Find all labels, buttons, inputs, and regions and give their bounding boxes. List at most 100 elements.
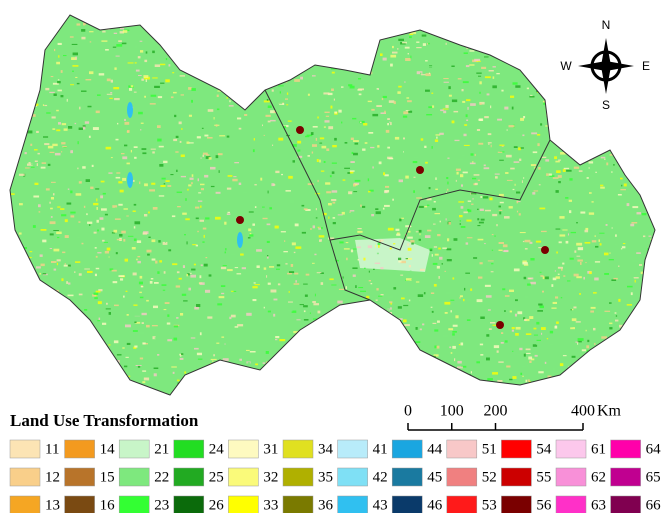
map-texture <box>493 385 498 387</box>
map-texture <box>459 223 461 225</box>
map-texture <box>203 263 208 267</box>
map-texture <box>568 37 574 40</box>
map-texture <box>371 334 375 337</box>
map-texture <box>443 110 447 114</box>
map-texture <box>524 328 530 330</box>
map-texture <box>524 239 531 243</box>
map-texture <box>484 65 488 68</box>
map-texture <box>397 306 402 309</box>
map-texture <box>119 31 124 34</box>
map-texture <box>531 132 538 135</box>
map-texture <box>454 376 458 379</box>
map-texture <box>257 382 262 385</box>
map-texture <box>435 29 439 32</box>
map-texture <box>517 35 523 38</box>
map-texture <box>312 262 315 264</box>
map-texture <box>144 72 150 75</box>
map-texture <box>95 110 100 114</box>
map-texture <box>273 111 277 113</box>
map-texture <box>615 29 621 31</box>
map-texture <box>354 316 360 319</box>
map-texture <box>324 345 327 347</box>
map-texture <box>248 211 254 213</box>
map-texture <box>405 258 408 260</box>
map-texture <box>514 313 517 317</box>
map-texture <box>478 118 483 121</box>
map-texture <box>331 284 337 286</box>
map-texture <box>514 18 521 20</box>
map-texture <box>597 108 601 111</box>
map-texture <box>163 183 166 185</box>
map-texture <box>645 173 649 175</box>
map-texture <box>205 156 211 159</box>
map-texture <box>132 330 138 332</box>
map-texture <box>498 396 503 397</box>
map-texture <box>555 190 559 193</box>
map-texture <box>191 88 196 91</box>
map-texture <box>36 25 40 27</box>
scale-label: 200 <box>484 403 508 420</box>
map-texture <box>478 142 484 145</box>
map-texture <box>160 34 163 38</box>
map-texture <box>199 219 204 222</box>
map-texture <box>431 105 435 108</box>
map-texture <box>42 362 45 364</box>
map-texture <box>27 257 32 258</box>
map-texture <box>4 171 6 173</box>
map-texture <box>498 209 503 211</box>
urban-spot <box>296 126 304 134</box>
map-texture <box>85 179 90 182</box>
map-texture <box>429 368 434 371</box>
map-texture <box>140 50 144 53</box>
map-texture <box>118 382 122 384</box>
map-texture <box>565 197 569 199</box>
map-texture <box>599 136 602 139</box>
map-texture <box>530 281 536 285</box>
map-texture <box>87 105 92 108</box>
map-texture <box>461 155 466 157</box>
map-texture <box>582 155 587 159</box>
map-texture <box>406 97 410 99</box>
map-texture <box>251 97 255 99</box>
map-texture <box>3 113 4 114</box>
map-texture <box>392 15 394 17</box>
map-texture <box>552 367 556 371</box>
map-texture <box>556 202 559 206</box>
map-texture <box>124 144 128 147</box>
map-texture <box>428 187 431 190</box>
map-texture <box>546 173 549 176</box>
map-texture <box>349 49 351 52</box>
map-texture <box>265 122 269 124</box>
map-texture <box>196 304 201 307</box>
map-texture <box>224 251 226 254</box>
map-texture <box>18 173 25 176</box>
map-texture <box>230 314 236 318</box>
map-texture <box>52 143 58 147</box>
map-texture <box>484 29 491 32</box>
map-texture <box>529 245 535 247</box>
map-texture <box>423 292 426 295</box>
map-texture <box>141 312 147 316</box>
legend-label: 35 <box>318 469 333 485</box>
map-texture <box>244 31 249 33</box>
map-texture <box>443 78 449 80</box>
map-texture <box>574 94 578 97</box>
map-texture <box>427 211 433 214</box>
map-texture <box>372 382 377 385</box>
map-texture <box>404 46 410 49</box>
map-texture <box>286 104 289 106</box>
map-texture <box>469 245 475 247</box>
map-texture <box>286 92 289 95</box>
map-texture <box>223 374 226 377</box>
map-texture <box>138 331 144 334</box>
map-texture <box>398 85 402 88</box>
map-texture <box>74 301 77 304</box>
map-texture <box>258 319 262 322</box>
map-texture <box>291 310 297 313</box>
map-texture <box>283 369 287 372</box>
map-texture <box>447 181 449 185</box>
map-texture <box>418 238 421 241</box>
map-texture <box>326 344 332 347</box>
map-texture <box>649 196 651 198</box>
map-texture <box>496 224 498 227</box>
